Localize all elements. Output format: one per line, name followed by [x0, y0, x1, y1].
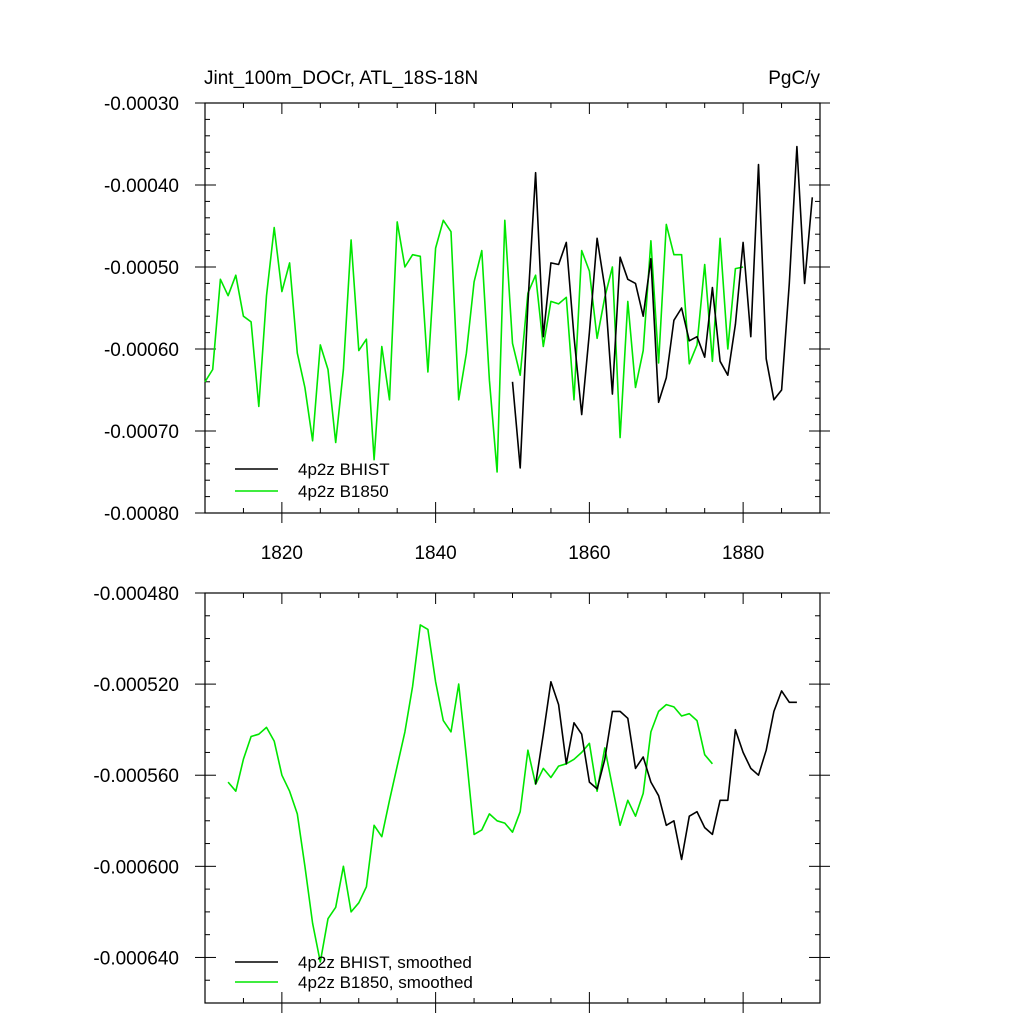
y-tick-label: -0.000640 — [93, 948, 179, 969]
y-tick-label: -0.00050 — [104, 258, 179, 279]
bottom-series-line-b1850 — [227, 624, 714, 963]
bottom-chart-panel: -0.000480 -0.000520 -0.000560 -0.000600 -0.0… — [93, 584, 830, 1013]
top-series-line-bhist — [511, 145, 814, 469]
x-tick-label: 1880 — [722, 543, 764, 564]
bottom-series-lines — [227, 624, 797, 963]
bottom-legend: 4p2z BHIST, smoothed 4p2z B1850, smoothe… — [235, 953, 473, 992]
y-tick-label: -0.00030 — [104, 94, 179, 115]
y-tick-label: -0.000600 — [93, 857, 179, 878]
top-ticks: 1820 1840 1860 1880 -0.00030 -0.00040 -0.00050… — [104, 94, 830, 564]
y-tick-label: -0.00080 — [104, 504, 179, 525]
legend-label-bhist: 4p2z BHIST — [298, 460, 390, 479]
x-tick-label: 1840 — [414, 543, 456, 564]
top-chart-panel: Jint_100m_DOCr, ATL_18S-18N PgC/y 1820 18… — [104, 68, 830, 564]
plot-frame-top — [204, 102, 821, 514]
y-tick-label: -0.00060 — [104, 340, 179, 361]
x-tick-label: 1860 — [568, 543, 610, 564]
x-tick-label: 1820 — [261, 543, 303, 564]
chart-units: PgC/y — [768, 68, 820, 89]
y-tick-label: -0.00040 — [104, 176, 179, 197]
chart-title: Jint_100m_DOCr, ATL_18S-18N — [204, 68, 478, 89]
y-tick-label: -0.00070 — [104, 422, 179, 443]
bottom-ticks: -0.000480 -0.000520 -0.000560 -0.000600 -0.0… — [93, 584, 830, 1013]
y-tick-label: -0.000480 — [93, 584, 179, 605]
legend-label-bhist-smoothed: 4p2z BHIST, smoothed — [298, 953, 472, 972]
y-tick-label: -0.000560 — [93, 766, 179, 787]
top-series-lines — [204, 145, 814, 473]
top-legend: 4p2z BHIST 4p2z B1850 — [235, 460, 390, 501]
legend-label-b1850-smoothed: 4p2z B1850, smoothed — [298, 973, 473, 992]
y-tick-label: -0.000520 — [93, 675, 179, 696]
top-series-line-b1850 — [204, 219, 744, 473]
bottom-series-line-bhist — [534, 680, 797, 861]
legend-label-b1850: 4p2z B1850 — [298, 482, 389, 501]
